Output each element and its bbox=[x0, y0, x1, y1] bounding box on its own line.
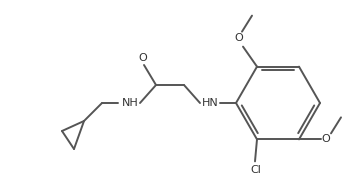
Text: Cl: Cl bbox=[251, 165, 261, 175]
Text: NH: NH bbox=[122, 98, 138, 108]
Text: O: O bbox=[235, 33, 243, 43]
Text: HN: HN bbox=[202, 98, 218, 108]
Text: O: O bbox=[139, 53, 147, 63]
Text: O: O bbox=[321, 134, 331, 144]
